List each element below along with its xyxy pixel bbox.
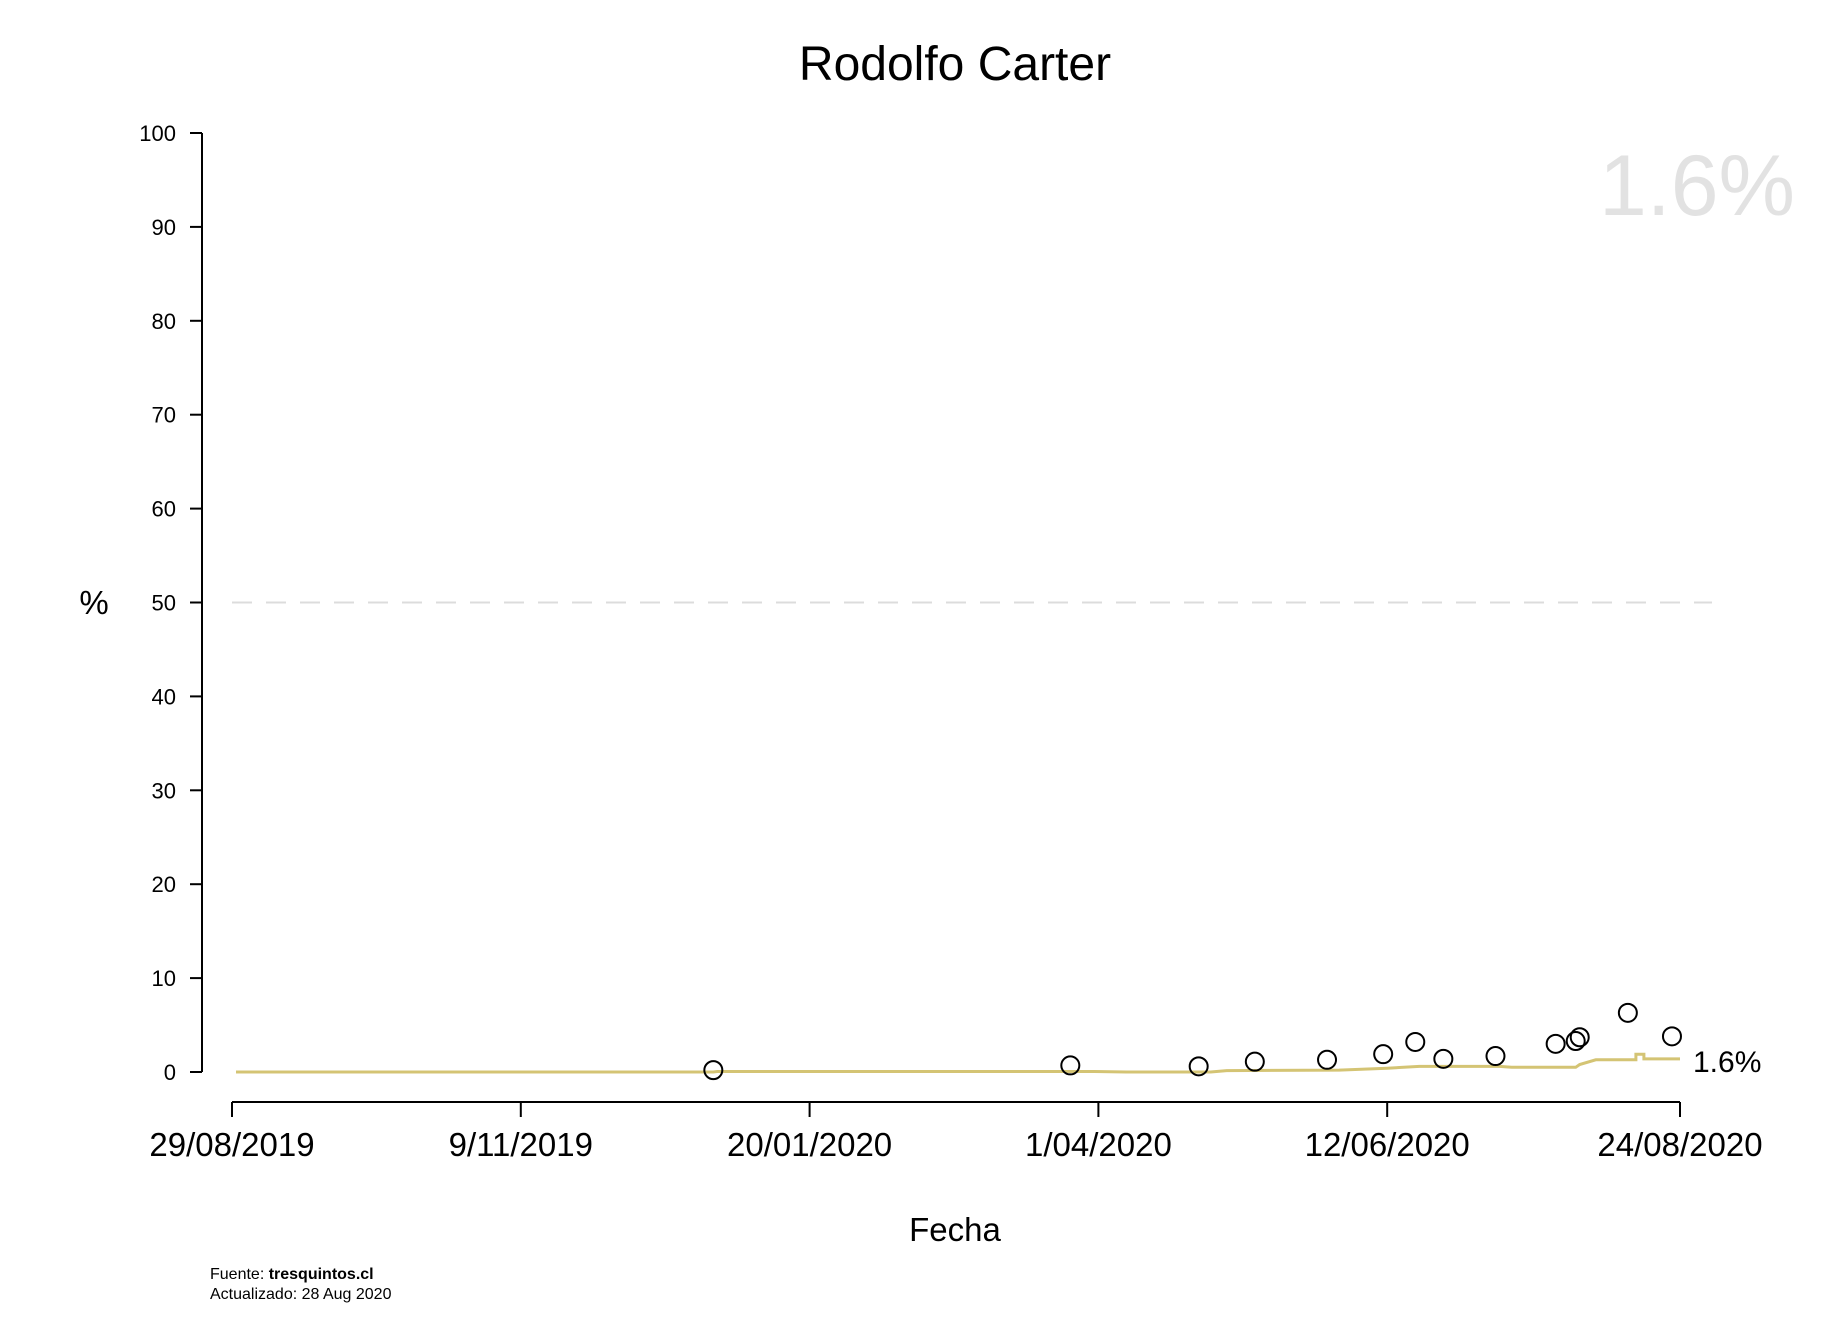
x-tick-label: 1/04/2020 xyxy=(1025,1126,1172,1163)
poll-point xyxy=(1405,1031,1426,1052)
y-tick-label: 70 xyxy=(152,403,176,428)
poll-point xyxy=(1565,1031,1586,1052)
source-name: tresquintos.cl xyxy=(269,1266,374,1283)
trend-line xyxy=(236,1052,1680,1074)
x-tick-label: 20/01/2020 xyxy=(727,1126,892,1163)
y-tick-label: 80 xyxy=(152,309,176,334)
y-tick-label: 50 xyxy=(152,591,176,616)
poll-point xyxy=(1188,1056,1209,1077)
y-tick-label: 40 xyxy=(152,684,176,709)
poll-point xyxy=(1060,1055,1081,1076)
poll-point xyxy=(1317,1049,1338,1070)
poll-point xyxy=(1485,1046,1506,1067)
end-value-label: 1.6% xyxy=(1693,1046,1761,1079)
y-axis: 0 10 20 30 40 50 60 70 80 90 100 xyxy=(139,121,203,1085)
y-axis-title: % xyxy=(79,584,108,621)
x-tick-label: 12/06/2020 xyxy=(1305,1126,1470,1163)
y-tick-label: 0 xyxy=(164,1060,176,1085)
poll-point xyxy=(1244,1051,1265,1072)
poll-point xyxy=(1617,1002,1638,1023)
x-axis: 29/08/2019 9/11/2019 20/01/2020 1/04/2020 12… xyxy=(149,1101,1763,1163)
y-tick-label: 20 xyxy=(152,872,176,897)
y-tick-label: 10 xyxy=(152,966,176,991)
poll-point xyxy=(703,1060,724,1081)
poll-point xyxy=(1545,1033,1566,1054)
poll-points xyxy=(703,1002,1682,1081)
poll-point xyxy=(1661,1026,1682,1047)
updated-date: Actualizado: 28 Aug 2020 xyxy=(210,1286,392,1303)
y-tick-label: 100 xyxy=(139,121,176,146)
y-tick-label: 30 xyxy=(152,778,176,803)
x-tick-label: 9/11/2019 xyxy=(449,1126,593,1163)
poll-point xyxy=(1569,1027,1590,1048)
chart-title: Rodolfo Carter xyxy=(799,38,1111,91)
poll-point xyxy=(1433,1048,1454,1069)
source-credit: Fuente: tresquintos.cl xyxy=(210,1266,374,1283)
x-tick-label: 29/08/2019 xyxy=(149,1126,314,1163)
x-axis-title: Fecha xyxy=(909,1211,1001,1248)
source-prefix: Fuente: xyxy=(210,1266,269,1283)
current-value-watermark: 1.6% xyxy=(1599,138,1795,234)
y-tick-label: 60 xyxy=(152,497,176,522)
poll-point xyxy=(1373,1044,1394,1065)
x-tick-label: 24/08/2020 xyxy=(1597,1126,1762,1163)
y-tick-label: 90 xyxy=(152,215,176,240)
